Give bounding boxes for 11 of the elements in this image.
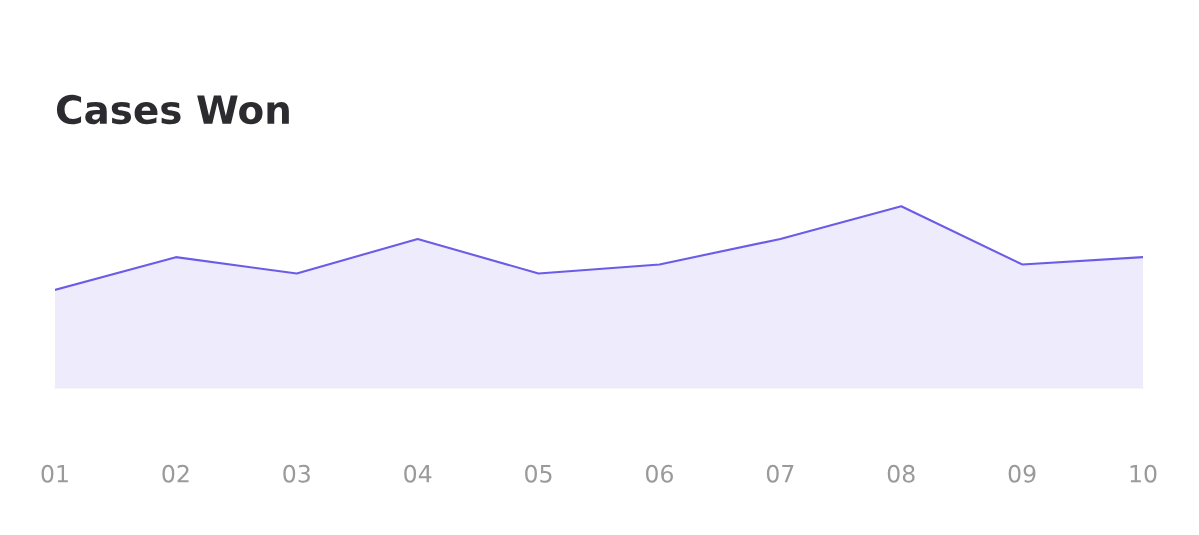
x-tick-label: 04 bbox=[404, 464, 432, 483]
x-tick-label: 01 bbox=[41, 464, 68, 483]
chart-title: Cases Won bbox=[56, 94, 289, 125]
x-tick-label: 10 bbox=[1130, 464, 1157, 483]
x-tick-label: 03 bbox=[283, 464, 310, 483]
x-tick-label: 08 bbox=[887, 464, 915, 483]
x-tick-label: 02 bbox=[162, 464, 189, 483]
x-tick-label: 07 bbox=[766, 464, 794, 483]
x-tick-label: 09 bbox=[1008, 464, 1036, 483]
x-tick-label: 05 bbox=[525, 464, 552, 483]
x-tick-label: 06 bbox=[645, 464, 673, 483]
